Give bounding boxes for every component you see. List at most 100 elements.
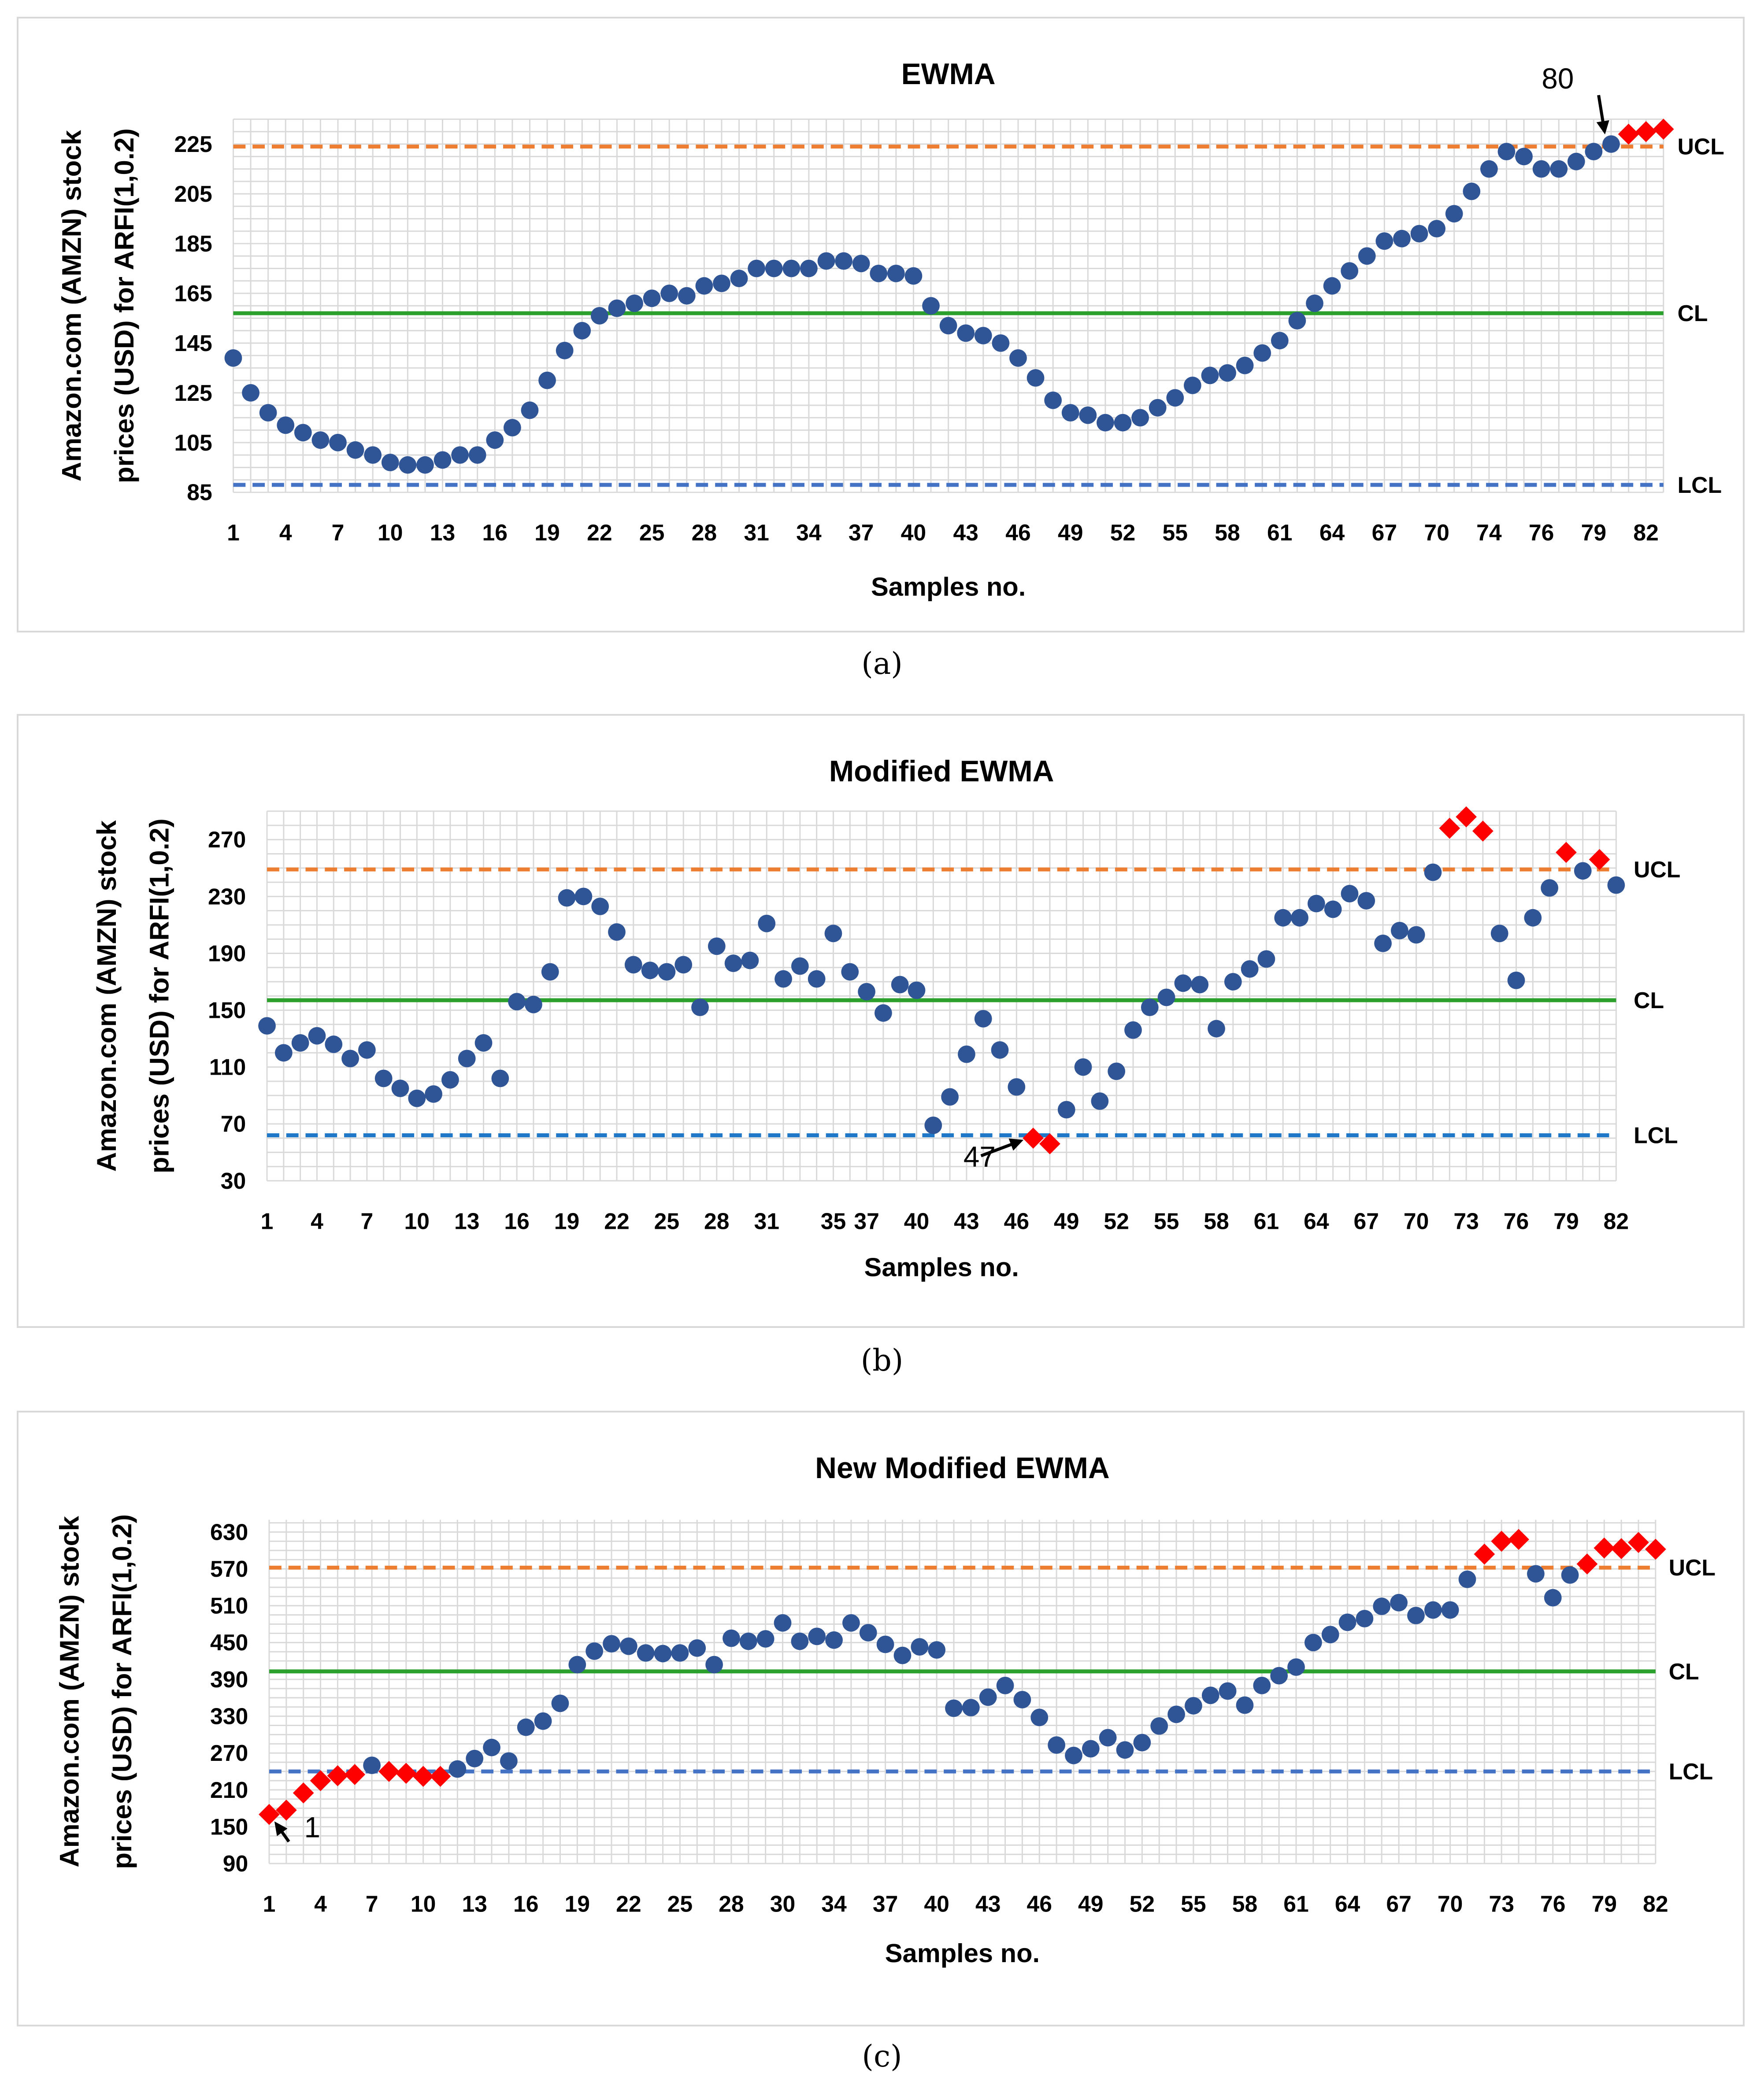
data-point xyxy=(224,349,242,367)
annotation-arrow-line xyxy=(980,1141,1016,1157)
data-point xyxy=(996,1677,1014,1694)
ucl-label: UCL xyxy=(1678,134,1724,159)
data-point xyxy=(1208,1020,1225,1038)
y-tick-label: 90 xyxy=(223,1851,248,1876)
data-point xyxy=(608,923,626,941)
x-tick-label: 58 xyxy=(1215,520,1240,545)
data-point xyxy=(521,401,539,419)
x-tick-label: 55 xyxy=(1163,520,1188,545)
data-point xyxy=(1480,160,1498,178)
out-of-control-point xyxy=(1456,806,1477,828)
data-point xyxy=(525,995,542,1013)
x-tick-label: 22 xyxy=(587,520,612,545)
data-point xyxy=(1271,332,1289,350)
data-point xyxy=(1507,971,1525,989)
y-tick-label: 230 xyxy=(208,884,246,909)
y-tick-label: 270 xyxy=(208,827,246,852)
data-point xyxy=(1390,1593,1408,1612)
data-point xyxy=(1356,1610,1374,1627)
x-tick-label: 1 xyxy=(263,1891,276,1916)
chart-title: Modified EWMA xyxy=(829,755,1054,788)
data-point xyxy=(688,1639,706,1657)
x-tick-label: 74 xyxy=(1476,520,1502,545)
data-point xyxy=(724,954,742,972)
data-point xyxy=(791,957,809,975)
data-point xyxy=(1057,1101,1075,1119)
data-point xyxy=(641,961,659,980)
data-point xyxy=(824,924,842,943)
x-tick-label: 55 xyxy=(1181,1891,1206,1916)
data-point xyxy=(637,1644,655,1662)
x-tick-label: 64 xyxy=(1304,1208,1329,1234)
data-point xyxy=(291,1034,309,1052)
data-point xyxy=(758,914,776,932)
x-tick-label: 82 xyxy=(1633,520,1659,545)
data-point xyxy=(658,963,676,981)
data-point xyxy=(503,419,521,436)
data-point xyxy=(852,255,870,273)
data-point xyxy=(626,294,643,312)
data-point xyxy=(695,277,713,295)
data-point xyxy=(1149,399,1167,417)
data-point xyxy=(800,259,818,277)
data-point xyxy=(1441,1601,1459,1619)
data-point xyxy=(765,259,783,277)
data-point xyxy=(1424,863,1442,881)
x-axis-label: Samples no. xyxy=(864,1253,1019,1282)
y-tick-label: 105 xyxy=(174,430,212,455)
y-axis-label: prices (USD) for ARFI(1,0.2) xyxy=(144,818,174,1173)
x-tick-label: 4 xyxy=(314,1891,327,1916)
data-point xyxy=(346,441,364,459)
out-of-control-point xyxy=(1635,121,1657,142)
x-tick-label: 16 xyxy=(482,520,508,545)
y-axis-label: Amazon.com (AMZN) stock xyxy=(54,1516,85,1867)
annotation-arrowhead xyxy=(1596,120,1609,135)
data-point xyxy=(941,1088,959,1106)
x-tick-label: 82 xyxy=(1643,1891,1668,1916)
x-tick-label: 58 xyxy=(1204,1208,1229,1234)
x-tick-label: 30 xyxy=(770,1891,796,1916)
data-point xyxy=(1114,414,1132,432)
data-point xyxy=(358,1041,376,1059)
data-point xyxy=(448,1760,467,1778)
data-point xyxy=(748,259,766,277)
data-point xyxy=(619,1637,637,1655)
data-point xyxy=(1544,1589,1562,1607)
data-point xyxy=(774,1614,792,1632)
data-point xyxy=(1253,1677,1271,1694)
y-tick-label: 165 xyxy=(174,281,212,306)
y-tick-label: 110 xyxy=(209,1054,246,1080)
data-point xyxy=(1463,182,1481,200)
chart-modified-ewma: Modified EWMA Samples no. Amazon.com (AMZN… xyxy=(92,755,1680,1282)
data-point xyxy=(1099,1729,1117,1747)
data-point xyxy=(558,889,576,907)
data-point xyxy=(1407,926,1425,944)
data-point xyxy=(1374,935,1392,952)
chart-title: EWMA xyxy=(901,58,996,91)
panel-c: New Modified EWMA Samples no. Amazon.com (… xyxy=(17,1411,1745,2026)
data-point xyxy=(858,983,875,1001)
data-point xyxy=(674,956,693,974)
data-point xyxy=(1527,1565,1545,1583)
lcl-label: LCL xyxy=(1678,472,1722,498)
out-of-control-point xyxy=(1618,123,1639,145)
data-point xyxy=(551,1694,569,1712)
data-point xyxy=(308,1027,326,1045)
x-tick-label: 13 xyxy=(462,1891,487,1916)
x-tick-label: 7 xyxy=(361,1208,374,1234)
data-point xyxy=(1236,356,1254,374)
data-point xyxy=(842,1614,860,1632)
x-tick-label: 46 xyxy=(1027,1891,1052,1916)
out-of-control-point xyxy=(1556,842,1577,863)
x-tick-label: 76 xyxy=(1540,1891,1566,1916)
x-tick-label: 13 xyxy=(454,1208,480,1234)
data-point xyxy=(730,270,748,288)
x-tick-label: 79 xyxy=(1592,1891,1617,1916)
data-point xyxy=(374,1069,393,1087)
x-tick-label: 16 xyxy=(513,1891,539,1916)
x-tick-label: 49 xyxy=(1058,520,1083,545)
data-point xyxy=(474,1034,493,1052)
data-point xyxy=(1358,247,1376,265)
data-point xyxy=(1219,1682,1237,1700)
data-point xyxy=(311,431,330,449)
